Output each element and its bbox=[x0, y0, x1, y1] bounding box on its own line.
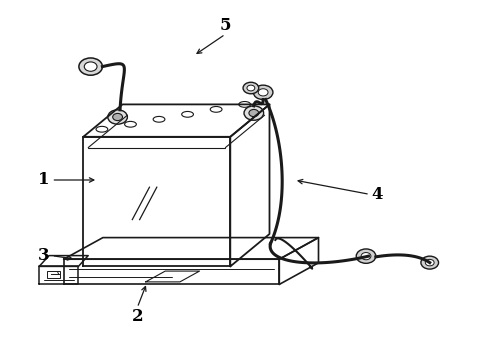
Text: 2: 2 bbox=[131, 308, 143, 325]
Bar bbox=[47, 271, 60, 278]
Circle shape bbox=[361, 252, 371, 260]
Circle shape bbox=[79, 58, 102, 75]
Circle shape bbox=[244, 106, 264, 120]
Circle shape bbox=[84, 62, 97, 71]
Circle shape bbox=[247, 85, 255, 91]
Circle shape bbox=[113, 113, 122, 121]
Text: 5: 5 bbox=[220, 17, 231, 34]
Text: 4: 4 bbox=[371, 186, 383, 203]
Circle shape bbox=[243, 82, 259, 94]
Circle shape bbox=[249, 109, 259, 117]
Text: 1: 1 bbox=[38, 171, 50, 189]
Circle shape bbox=[258, 89, 268, 96]
Circle shape bbox=[253, 85, 273, 99]
Circle shape bbox=[356, 249, 376, 263]
Circle shape bbox=[108, 110, 127, 124]
Circle shape bbox=[421, 256, 439, 269]
Text: 3: 3 bbox=[38, 247, 50, 264]
Circle shape bbox=[425, 259, 434, 266]
